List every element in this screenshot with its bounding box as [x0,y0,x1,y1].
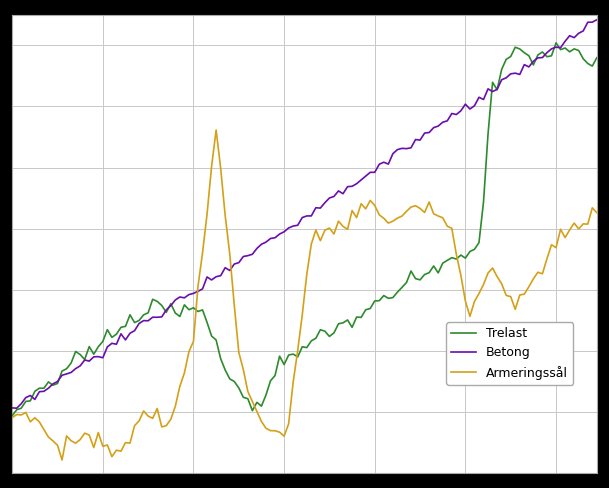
Armeringssål [476,290,483,296]
Line: Trelast: Trelast [12,43,597,416]
Trelast [312,335,320,341]
Trelast [167,301,174,306]
Legend: Trelast, Betong, Armeringssål: Trelast, Betong, Armeringssål [446,322,573,385]
Betong [262,239,270,245]
Betong [593,17,600,22]
Armeringssål [321,227,328,233]
Trelast [593,55,600,61]
Armeringssål [58,457,66,463]
Betong [471,103,478,109]
Armeringssål [448,225,456,231]
Trelast [394,289,401,295]
Trelast [9,413,16,419]
Trelast [466,248,474,254]
Betong [172,297,179,303]
Line: Betong: Betong [12,20,597,408]
Trelast [258,403,265,409]
Betong [9,405,16,411]
Betong [317,205,324,211]
Trelast [552,40,560,46]
Armeringssål [403,208,410,214]
Betong [398,145,406,151]
Betong [443,118,451,124]
Armeringssål [593,210,600,216]
Betong [13,405,20,411]
Armeringssål [267,427,274,433]
Line: Armeringssål: Armeringssål [12,130,597,460]
Armeringssål [9,415,16,421]
Trelast [439,260,446,266]
Armeringssål [172,403,179,409]
Armeringssål [213,127,220,133]
